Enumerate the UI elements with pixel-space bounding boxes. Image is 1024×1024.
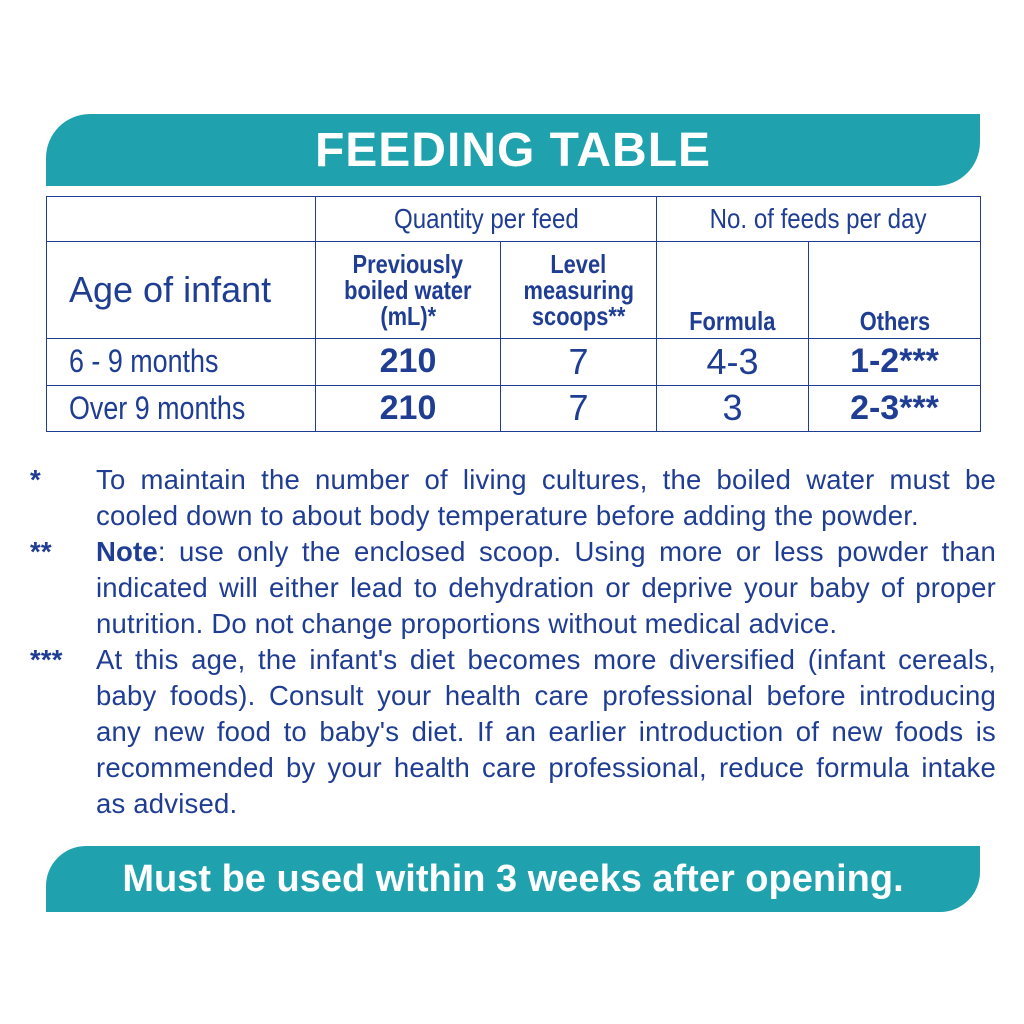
boiled-water-header: Previously boiled water (mL)* — [315, 241, 501, 340]
feeds-per-day-header: No. of feeds per day — [656, 195, 981, 243]
footnote-diet: *** At this age, the infant's diet becom… — [30, 642, 996, 822]
feeding-table-header-band: FEEDING TABLE — [46, 114, 980, 186]
footnote-note-label: Note — [96, 536, 158, 567]
others-cell: 2-3*** — [808, 384, 981, 433]
measuring-scoops-header: Level measuring scoops** — [500, 241, 657, 340]
footnote-marker: *** — [30, 644, 63, 675]
age-of-infant-header: Age of infant — [46, 241, 316, 340]
scoops-header-line3: scoops** — [531, 301, 626, 332]
scoops-cell: 7 — [500, 338, 657, 386]
scoops-header-line2: measuring — [523, 275, 634, 306]
formula-cell: 3 — [656, 384, 809, 433]
column-header-row: Age of infant Previously boiled water (m… — [46, 241, 981, 340]
usage-warning-text: Must be used within 3 weeks after openin… — [122, 858, 904, 900]
footnote-water: * To maintain the number of living cultu… — [30, 462, 996, 534]
table-row: 6 - 9 months 210 7 4-3 1-2*** — [46, 338, 981, 386]
footnote-text: At this age, the infant's diet becomes m… — [96, 644, 996, 819]
footnotes: * To maintain the number of living cultu… — [30, 462, 996, 822]
footnote-text: : use only the enclosed scoop. Using mor… — [96, 536, 996, 639]
others-header: Others — [808, 241, 981, 340]
footnote-text: To maintain the number of living culture… — [96, 464, 996, 531]
empty-header-cell — [46, 195, 316, 243]
quantity-per-feed-header: Quantity per feed — [315, 195, 657, 243]
feeding-table-title: FEEDING TABLE — [314, 124, 712, 177]
footnote-scoop: ** Note: use only the enclosed scoop. Us… — [30, 534, 996, 642]
age-cell: Over 9 months — [46, 384, 316, 433]
table-row: Over 9 months 210 7 3 2-3*** — [46, 384, 981, 433]
formula-cell: 4-3 — [656, 338, 809, 386]
footnote-marker: * — [30, 464, 41, 495]
scoops-header-line1: Level — [550, 249, 607, 280]
water-cell: 210 — [315, 384, 501, 433]
water-cell: 210 — [315, 338, 501, 386]
boiled-water-header-line2: boiled water — [344, 275, 472, 306]
boiled-water-header-line3: (mL)* — [380, 301, 436, 332]
feeding-table: Quantity per feed No. of feeds per day A… — [46, 195, 981, 433]
scoops-cell: 7 — [500, 384, 657, 433]
age-cell: 6 - 9 months — [46, 338, 316, 386]
footnote-marker: ** — [30, 536, 52, 567]
group-header-row: Quantity per feed No. of feeds per day — [46, 195, 981, 243]
formula-header: Formula — [656, 241, 809, 340]
usage-warning-band: Must be used within 3 weeks after openin… — [46, 846, 980, 912]
boiled-water-header-line1: Previously — [352, 249, 464, 280]
others-cell: 1-2*** — [808, 338, 981, 386]
